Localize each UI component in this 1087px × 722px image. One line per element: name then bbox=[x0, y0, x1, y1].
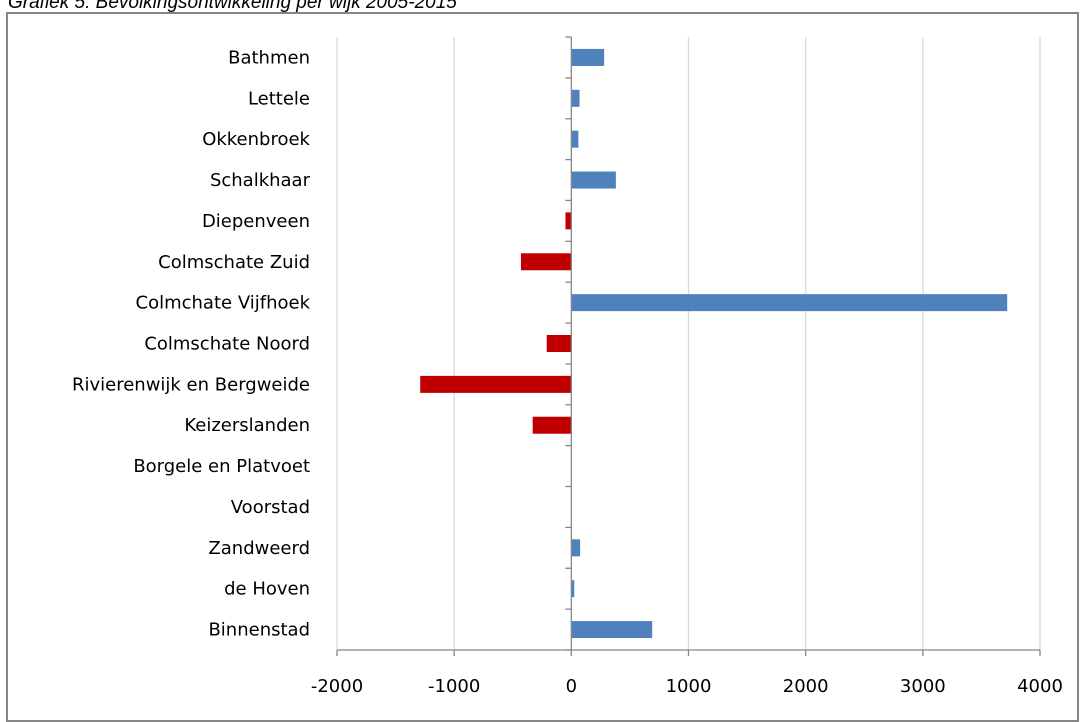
bar bbox=[571, 89, 580, 107]
bars bbox=[420, 48, 1008, 639]
category-label: Keizerslanden bbox=[184, 415, 310, 436]
category-label: Borgele en Platvoet bbox=[133, 456, 310, 477]
bar bbox=[571, 294, 1008, 312]
category-label: Binnenstad bbox=[208, 620, 310, 641]
tick-label: 0 bbox=[566, 676, 577, 697]
bar bbox=[571, 171, 616, 189]
tick-label: 1000 bbox=[666, 676, 712, 697]
bar bbox=[532, 416, 572, 434]
bar bbox=[546, 335, 572, 352]
category-label: Schalkhaar bbox=[210, 170, 311, 191]
tick-label: -2000 bbox=[311, 676, 363, 697]
value-axis bbox=[336, 36, 1041, 656]
bar bbox=[571, 48, 605, 66]
tick-label: -1000 bbox=[428, 676, 480, 697]
category-label: Colmschate Noord bbox=[144, 334, 310, 355]
bar bbox=[520, 253, 572, 271]
chart-frame bbox=[6, 12, 1079, 722]
category-label: de Hoven bbox=[224, 579, 310, 600]
tick-label: 2000 bbox=[783, 676, 829, 697]
category-labels: Bathmen Lettele Okkenbroek Schalkhaar Diepen… bbox=[72, 47, 311, 640]
category-label: Colmchate Vijfhoek bbox=[136, 293, 311, 314]
category-label: Okkenbroek bbox=[202, 129, 310, 150]
category-label: Lettele bbox=[248, 88, 310, 109]
tick-label: 4000 bbox=[1017, 676, 1063, 697]
tick-label: 3000 bbox=[900, 676, 946, 697]
category-label: Rivierenwijk en Bergweide bbox=[72, 374, 310, 395]
bar bbox=[571, 539, 581, 557]
bar bbox=[571, 580, 575, 598]
gridlines bbox=[336, 37, 1041, 650]
bar bbox=[565, 212, 572, 230]
category-label: Zandweerd bbox=[208, 538, 310, 559]
category-label: Voorstad bbox=[231, 497, 310, 518]
category-label: Bathmen bbox=[228, 47, 310, 68]
chart-title: Grafiek 5: Bevolkingsontwikkeling per wi… bbox=[8, 0, 457, 13]
category-label: Colmschate Zuid bbox=[158, 252, 310, 273]
bar bbox=[571, 130, 579, 148]
tick-labels: -2000 -1000 0 1000 2000 3000 4000 bbox=[311, 676, 1063, 697]
bar bbox=[420, 375, 572, 393]
category-label: Diepenveen bbox=[202, 211, 310, 232]
bar bbox=[571, 621, 653, 639]
